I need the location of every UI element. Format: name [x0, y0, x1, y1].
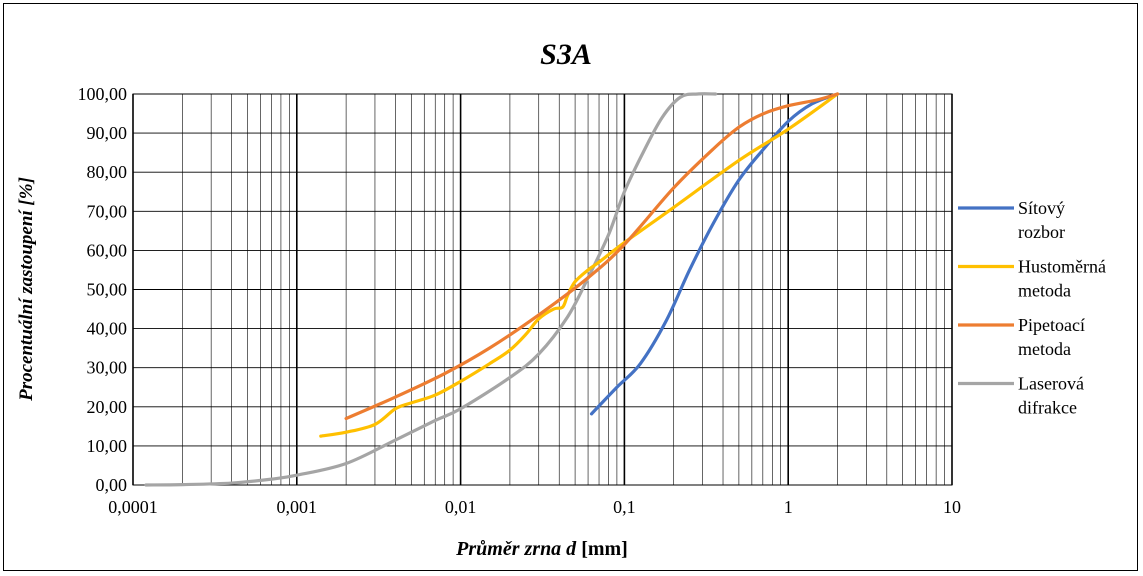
y-tick-labels: 0,00 10,00 20,00 30,00 40,00 50,00 60,00 70,00 8… — [78, 84, 128, 495]
x-tick-label: 0,01 — [445, 497, 477, 517]
legend-label: metoda — [1018, 281, 1071, 301]
legend-label: difrakce — [1018, 398, 1077, 418]
plot-area-border — [132, 93, 953, 486]
legend-label: metoda — [1018, 339, 1071, 359]
legend-label: Laserová — [1018, 374, 1084, 394]
grid-major — [132, 93, 953, 486]
y-axis-label: Procentuální zastoupení [%] — [16, 177, 37, 402]
y-tick-label: 60,00 — [87, 240, 128, 260]
y-tick-label: 100,00 — [78, 84, 128, 104]
legend-label: Hustoměrná — [1018, 257, 1106, 277]
legend: Sítový rozbor Hustoměrná metoda Pipetoací met… — [958, 198, 1106, 418]
y-tick-label: 50,00 — [87, 280, 128, 300]
y-tick-label: 20,00 — [87, 397, 128, 417]
x-tick-label: 0,1 — [613, 497, 636, 517]
x-tick-label: 10 — [943, 497, 961, 517]
series-line — [319, 92, 840, 438]
y-tick-label: 40,00 — [87, 319, 128, 339]
legend-label: rozbor — [1018, 222, 1065, 242]
legend-label: Sítový — [1018, 198, 1065, 218]
y-tick-label: 30,00 — [87, 358, 128, 378]
x-axis-label-name: Průměr zrna d — [455, 538, 577, 560]
y-tick-label: 10,00 — [87, 436, 128, 456]
y-tick-label: 90,00 — [87, 123, 128, 143]
y-tick-label: 70,00 — [87, 201, 128, 221]
legend-label: Pipetoací — [1018, 315, 1085, 335]
x-tick-label: 0,001 — [277, 497, 318, 517]
chart-title: S3A — [540, 38, 592, 71]
x-axis-label: Průměr zrna d [mm] — [455, 538, 628, 560]
x-tick-labels: 0,0001 0,001 0,01 0,1 1 10 — [108, 497, 961, 517]
series-line — [144, 92, 718, 487]
y-tick-label: 0,00 — [96, 475, 128, 495]
x-tick-label: 0,0001 — [108, 497, 158, 517]
series-line — [589, 92, 840, 416]
x-tick-label: 1 — [784, 497, 793, 517]
series-lines — [144, 92, 840, 487]
x-axis-label-unit: [mm] — [576, 538, 628, 560]
y-tick-label: 80,00 — [87, 162, 128, 182]
series-line — [344, 92, 840, 421]
